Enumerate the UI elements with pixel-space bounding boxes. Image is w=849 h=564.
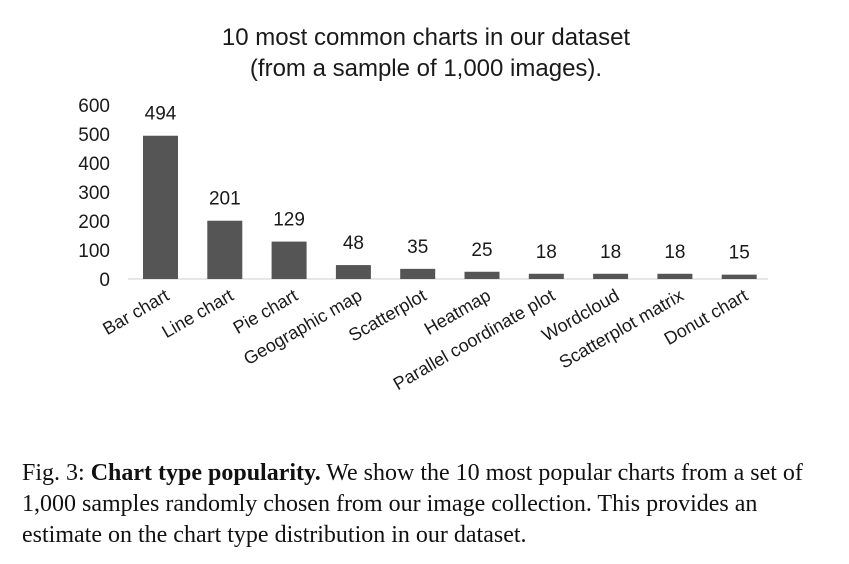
category-label: Line chart — [158, 285, 236, 342]
y-tick-label: 600 — [78, 96, 110, 117]
y-tick-label: 0 — [99, 270, 110, 291]
y-tick-label: 100 — [78, 241, 110, 262]
y-tick-label: 300 — [78, 183, 110, 204]
bar — [143, 135, 178, 279]
bar — [464, 271, 500, 279]
bar — [721, 274, 757, 279]
bar-chart: 10 most common charts in our dataset (fr… — [78, 24, 768, 394]
bar-value-label: 129 — [273, 210, 305, 231]
bar-value-label: 25 — [471, 240, 492, 261]
bar-value-label: 201 — [209, 189, 241, 210]
bar — [335, 265, 371, 279]
chart-title-line-2: (from a sample of 1,000 images). — [250, 55, 602, 82]
bar-value-label: 494 — [145, 104, 177, 125]
figure-caption: Fig. 3: Chart type popularity. We show t… — [22, 458, 837, 551]
bar-value-label: 48 — [343, 233, 364, 254]
bar — [207, 220, 243, 279]
bar — [657, 273, 693, 279]
bar — [400, 268, 436, 279]
bar — [271, 241, 307, 279]
y-tick-label: 400 — [78, 154, 110, 175]
bar-value-label: 18 — [536, 242, 557, 263]
y-axis: 0 100 200 300 400 500 600 — [78, 96, 110, 291]
caption-bold-title: Chart type popularity. — [90, 460, 321, 486]
bar-value-label: 18 — [600, 242, 621, 263]
bars-group — [143, 135, 757, 279]
bar — [528, 273, 564, 279]
y-tick-label: 500 — [78, 125, 110, 146]
y-tick-label: 200 — [78, 212, 110, 233]
bar-value-label: 18 — [664, 242, 685, 263]
chart-title-line-1: 10 most common charts in our dataset — [222, 24, 631, 51]
caption-prefix: Fig. 3: — [22, 460, 91, 486]
bar — [593, 273, 629, 279]
bar-value-label: 15 — [729, 243, 750, 264]
caption-text: We show the 10 most popular charts from … — [22, 460, 803, 548]
data-labels-group: 494 201 129 48 35 25 18 18 18 15 — [145, 104, 750, 264]
bar-value-label: 35 — [407, 237, 428, 258]
